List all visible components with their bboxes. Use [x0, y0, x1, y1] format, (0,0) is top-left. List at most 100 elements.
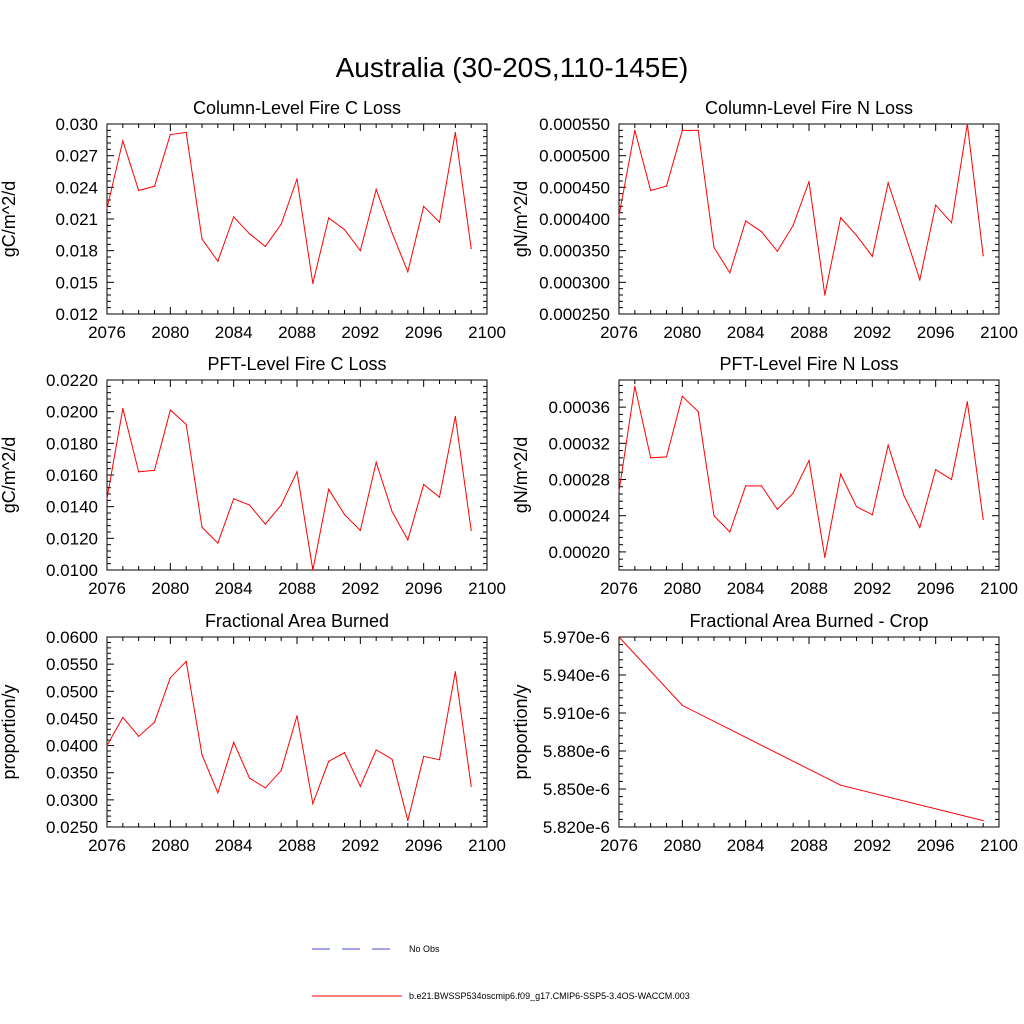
- data-point: [729, 272, 731, 274]
- y-tick-label: 0.0450: [46, 709, 98, 728]
- data-point: [966, 401, 968, 403]
- data-point: [280, 223, 282, 225]
- chart-title: Fractional Area Burned: [205, 611, 389, 631]
- data-point: [729, 531, 731, 533]
- data-point: [169, 133, 171, 136]
- y-tick-label: 5.850e-6: [543, 780, 610, 799]
- x-tick-label: 2084: [215, 323, 253, 342]
- plot-frame: [106, 123, 488, 315]
- y-axis-label: proportion/y: [0, 684, 19, 779]
- x-tick-label: 2100: [468, 579, 506, 598]
- y-tick-label: 0.00028: [549, 471, 610, 490]
- data-point: [201, 526, 203, 528]
- chart-title: Column-Level Fire N Loss: [705, 98, 913, 118]
- data-point: [122, 407, 124, 410]
- x-tick-label: 2088: [790, 579, 828, 598]
- x-tick-label: 2084: [727, 323, 765, 342]
- data-point: [138, 189, 140, 192]
- y-tick-label: 0.0100: [46, 561, 98, 580]
- y-tick-label: 5.820e-6: [543, 818, 610, 837]
- y-tick-label: 0.0160: [46, 466, 98, 485]
- data-point: [745, 485, 747, 487]
- y-tick-label: 0.00032: [549, 434, 610, 453]
- y-tick-label: 0.000450: [539, 178, 610, 197]
- y-tick-label: 0.0250: [46, 818, 98, 837]
- plot-frame: [618, 636, 1000, 828]
- legend-label-no-obs: No Obs: [409, 944, 440, 954]
- data-point: [296, 178, 298, 180]
- data-point: [634, 129, 636, 131]
- data-point: [138, 471, 140, 473]
- data-point: [391, 510, 393, 513]
- data-point: [201, 238, 203, 240]
- data-point: [343, 228, 346, 231]
- data-point: [982, 518, 984, 520]
- x-tick-label: 2092: [341, 836, 379, 855]
- y-tick-label: 0.00036: [549, 398, 610, 417]
- x-tick-label: 2084: [215, 836, 253, 855]
- data-point: [713, 246, 715, 249]
- data-point: [776, 508, 778, 510]
- data-point: [106, 207, 108, 210]
- x-tick-label: 2088: [790, 836, 828, 855]
- x-tick-label: 2084: [727, 579, 765, 598]
- data-point: [935, 204, 937, 206]
- data-point: [407, 271, 409, 273]
- x-tick-label: 2100: [468, 836, 506, 855]
- data-point: [264, 787, 266, 789]
- data-point: [248, 233, 251, 235]
- data-point: [233, 216, 235, 218]
- panels: Column-Level Fire C Loss gC/m^2/d 2076 2080…: [0, 98, 1018, 855]
- data-point: [328, 217, 330, 219]
- data-point: [650, 457, 652, 459]
- x-tick-label: 2076: [600, 323, 638, 342]
- data-point: [217, 542, 219, 544]
- x-tick-label: 2084: [215, 579, 253, 598]
- data-point: [454, 671, 456, 673]
- data-point: [217, 792, 219, 794]
- data-point: [185, 660, 187, 663]
- data-point: [423, 755, 425, 758]
- data-point: [296, 715, 298, 717]
- data-point: [634, 385, 636, 387]
- data-point: [808, 181, 810, 183]
- data-point: [169, 409, 171, 411]
- data-point: [776, 250, 778, 252]
- chart-title: PFT-Level Fire C Loss: [207, 354, 386, 374]
- data-point: [966, 123, 968, 125]
- data-point: [887, 182, 889, 184]
- data-point: [153, 721, 156, 723]
- y-tick-label: 0.024: [55, 178, 98, 197]
- chart-column-level-fire-c-loss: Column-Level Fire C Loss gC/m^2/d 2076 2080…: [0, 98, 506, 342]
- data-point: [153, 469, 156, 471]
- data-point: [375, 749, 377, 751]
- data-point: [950, 222, 953, 224]
- x-tick-label: 2092: [853, 323, 891, 342]
- data-point: [201, 754, 203, 756]
- legend: No Obs b.e21.BWSSP534oscmip6.f09_g17.CMI…: [312, 944, 690, 1001]
- x-tick-label: 2096: [917, 836, 955, 855]
- data-point: [343, 752, 346, 754]
- x-tick-label: 2092: [341, 323, 379, 342]
- series-line: [106, 131, 472, 284]
- data-point: [438, 496, 441, 498]
- x-tick-label: 2100: [980, 836, 1018, 855]
- data-point: [438, 221, 441, 223]
- y-tick-label: 0.000350: [539, 242, 610, 261]
- data-point: [681, 129, 683, 131]
- data-point: [328, 488, 330, 490]
- data-point: [618, 490, 620, 492]
- data-point: [454, 131, 456, 134]
- data-point: [982, 820, 984, 822]
- data-point: [697, 411, 699, 413]
- x-tick-label: 2076: [600, 579, 638, 598]
- data-point: [185, 131, 187, 134]
- data-point: [122, 140, 124, 142]
- data-point: [169, 677, 171, 679]
- data-point: [312, 569, 314, 571]
- data-point: [343, 513, 346, 516]
- data-point: [745, 220, 747, 222]
- data-point: [681, 704, 683, 707]
- x-tick-label: 2100: [980, 323, 1018, 342]
- data-point: [106, 498, 108, 500]
